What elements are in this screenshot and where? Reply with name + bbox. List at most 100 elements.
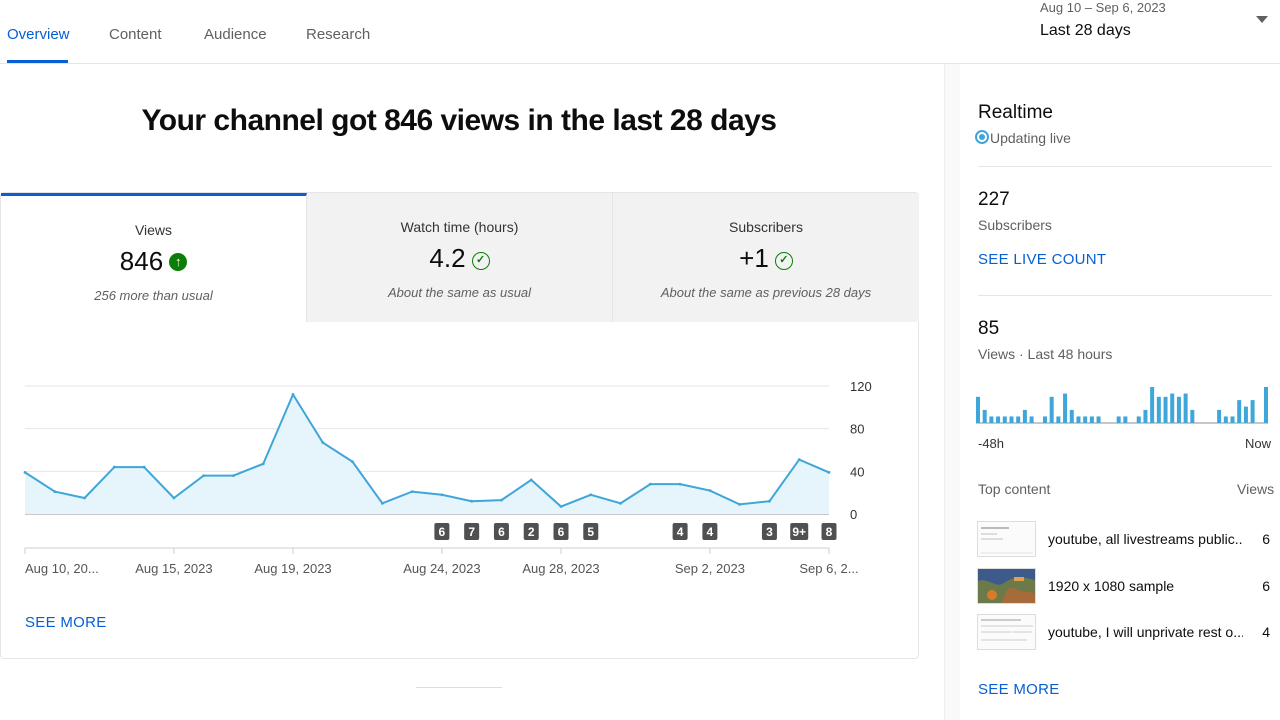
realtime-views-label: Views · Last 48 hours: [978, 346, 1113, 362]
mini-bar: [1183, 393, 1188, 423]
top-content-item[interactable]: youtube, I will unprivate rest o... 4: [977, 614, 1272, 654]
data-point: [470, 499, 474, 503]
realtime-see-more-button[interactable]: SEE MORE: [978, 681, 1060, 698]
data-point: [232, 474, 235, 477]
page-headline: Your channel got 846 views in the last 2…: [141, 104, 777, 137]
content-marker: [790, 523, 809, 540]
metric-tab-subscribers[interactable]: Subscribers +1 ✓ About the same as previo…: [613, 193, 919, 322]
subscriber-count: 227: [978, 189, 1010, 210]
tab-content[interactable]: Content: [109, 26, 162, 43]
mini-bar: [989, 416, 994, 423]
live-status: Updating live: [990, 130, 1071, 146]
data-point: [589, 493, 593, 497]
data-point: [619, 501, 622, 505]
mini-bar: [1016, 416, 1021, 423]
metric-note: About the same as usual: [387, 285, 532, 300]
realtime-bar-chart: [976, 387, 1268, 424]
mini-bar: [1063, 393, 1068, 423]
divider: [978, 166, 1272, 167]
video-thumbnail: [977, 614, 1036, 650]
data-point: [291, 393, 295, 396]
area-fill: [25, 394, 829, 514]
content-marker: [821, 523, 837, 540]
dropdown-caret-icon[interactable]: [1256, 16, 1268, 23]
mini-bar: [1089, 416, 1094, 423]
metric-tab-watch-time[interactable]: Watch time (hours) 4.2 ✓ About the same a…: [307, 193, 613, 322]
content-title: 1920 x 1080 sample: [1048, 578, 1175, 594]
data-point: [142, 465, 146, 469]
mini-bar: [1056, 416, 1061, 423]
mini-bar: [1150, 387, 1155, 423]
content-marker: [702, 523, 718, 540]
date-range-selector[interactable]: Aug 10 – Sep 6, 2023 Last 28 days: [1040, 0, 1280, 60]
data-point: [827, 471, 831, 474]
mini-bar: [1163, 396, 1168, 423]
data-point: [797, 458, 801, 461]
mini-bar: [1083, 416, 1088, 423]
mini-bar: [1022, 409, 1027, 423]
mini-bar: [1190, 409, 1195, 423]
mini-bar: [1069, 409, 1074, 423]
content-marker: [553, 523, 569, 540]
check-icon: ✓: [774, 252, 793, 270]
data-point: [380, 501, 384, 505]
content-views: 6: [1262, 578, 1270, 594]
mini-bar: [976, 396, 980, 423]
data-point: [738, 503, 742, 506]
y-tick-label: 40: [850, 464, 864, 479]
video-thumbnail: [977, 568, 1036, 604]
mini-bar: [1029, 416, 1034, 423]
map-thumbnail-image: [978, 569, 1035, 603]
mini-chart-start-label: -48h: [978, 436, 1005, 451]
subscriber-label: Subscribers: [978, 217, 1052, 233]
realtime-title: Realtime: [978, 102, 1053, 123]
data-point: [559, 505, 563, 508]
mini-chart-end-label: Now: [1245, 436, 1272, 451]
content-marker-label: 9+: [792, 525, 806, 539]
tab-audience[interactable]: Audience: [204, 26, 267, 43]
data-point: [261, 462, 265, 466]
data-point: [53, 490, 57, 493]
data-point: [678, 482, 682, 486]
content-marker-label: 6: [439, 525, 446, 539]
tab-research[interactable]: Research: [306, 26, 371, 43]
check-icon: ✓: [471, 252, 490, 270]
data-point: [529, 478, 533, 482]
top-content-item[interactable]: 1920 x 1080 sample 6: [977, 568, 1272, 608]
tab-overview[interactable]: Overview: [7, 26, 70, 43]
data-point: [351, 460, 354, 464]
content-views: 4: [1262, 624, 1270, 640]
content-marker: [761, 523, 777, 540]
mini-bar: [982, 409, 987, 423]
mini-bar: [1237, 400, 1242, 423]
content-marker: [583, 523, 599, 540]
metric-tab-views[interactable]: Views 846 ↑ 256 more than usual: [1, 193, 307, 322]
see-more-button[interactable]: SEE MORE: [25, 614, 107, 631]
mini-bar: [1116, 416, 1121, 423]
mini-bar: [1170, 393, 1175, 423]
content-marker: [464, 523, 480, 540]
top-tab-bar: Overview Content Audience Research Aug 1…: [0, 0, 1280, 64]
top-content-heading: Top content: [978, 481, 1051, 497]
y-tick-label: 120: [850, 379, 872, 394]
date-range-label: Last 28 days: [1040, 22, 1131, 39]
mini-bar: [1217, 409, 1222, 423]
data-point: [202, 474, 206, 477]
x-tick-label: Aug 10, 20...: [25, 561, 99, 576]
content-title: youtube, all livestreams public...: [1048, 531, 1243, 547]
mini-bar: [1243, 406, 1248, 423]
mini-bar: [1096, 416, 1101, 423]
data-point: [500, 498, 503, 502]
metric-value: 846 ↑: [1, 246, 306, 277]
see-live-count-link[interactable]: SEE LIVE COUNT: [978, 251, 1107, 268]
data-point: [768, 499, 771, 503]
data-point: [410, 490, 414, 493]
realtime-card: [960, 64, 1280, 720]
content-marker-label: 6: [498, 525, 505, 539]
top-content-item[interactable]: youtube, all livestreams public... 6: [977, 521, 1272, 561]
content-marker: [672, 523, 688, 540]
metric-title: Subscribers: [729, 219, 803, 235]
y-tick-label: 0: [850, 507, 857, 522]
data-point: [440, 493, 444, 497]
metric-title: Views: [134, 222, 173, 238]
